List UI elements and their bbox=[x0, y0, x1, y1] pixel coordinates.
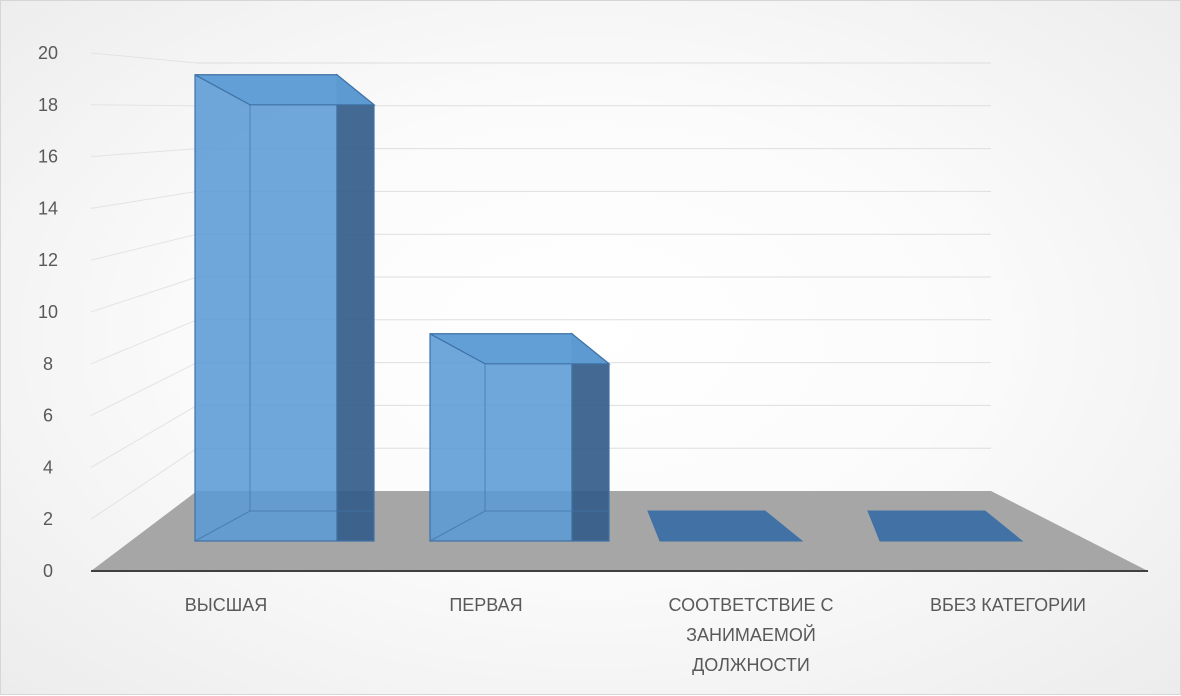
bar-top bbox=[429, 333, 611, 365]
gridline-side bbox=[90, 447, 198, 520]
gridline-side bbox=[90, 52, 198, 64]
gridline-side bbox=[90, 276, 198, 313]
y-tick-label: 6 bbox=[43, 406, 53, 426]
bar-front bbox=[429, 333, 573, 542]
bar-side bbox=[571, 332, 610, 542]
x-category-label: ПЕРВАЯ bbox=[449, 595, 522, 615]
bar-flat bbox=[647, 510, 804, 542]
gridline-side bbox=[90, 190, 198, 209]
x-category-label: СООТВЕТСТВИЕ С ЗАНИМАЕМОЙ ДОЛЖНОСТИ bbox=[669, 595, 834, 675]
bar-side bbox=[336, 73, 375, 542]
y-tick-label: 2 bbox=[43, 509, 53, 529]
gridline-side bbox=[90, 148, 198, 158]
y-tick-label: 14 bbox=[38, 198, 58, 218]
x-category-label: ВБЕЗ КАТЕГОРИИ bbox=[930, 595, 1086, 615]
y-tick-label: 18 bbox=[38, 95, 58, 115]
bar-top bbox=[194, 74, 376, 106]
x-category-label: ВЫСШАЯ bbox=[185, 595, 267, 615]
x-axis-categories: ВЫСШАЯ ПЕРВАЯ СООТВЕТСТВИЕ С ЗАНИМАЕМОЙ ДОЛЖ… bbox=[185, 595, 1086, 675]
y-tick-label: 20 bbox=[38, 43, 58, 63]
y-tick-label: 12 bbox=[38, 250, 58, 270]
gridline-side bbox=[90, 233, 198, 261]
bars bbox=[194, 73, 1024, 542]
gridline-side bbox=[90, 319, 198, 365]
y-tick-label: 8 bbox=[43, 354, 53, 374]
y-tick-label: 10 bbox=[38, 302, 58, 322]
bar-flat bbox=[867, 510, 1024, 542]
gridline-side bbox=[90, 362, 198, 417]
gridline-side bbox=[90, 104, 198, 107]
y-tick-label: 0 bbox=[43, 561, 53, 581]
bar-front bbox=[194, 74, 338, 542]
gridline-side bbox=[90, 404, 198, 468]
y-tick-label: 4 bbox=[43, 457, 53, 477]
y-tick-label: 16 bbox=[38, 147, 58, 167]
y-axis-ticks: 0 2 4 6 8 10 12 14 16 18 20 bbox=[38, 43, 58, 581]
